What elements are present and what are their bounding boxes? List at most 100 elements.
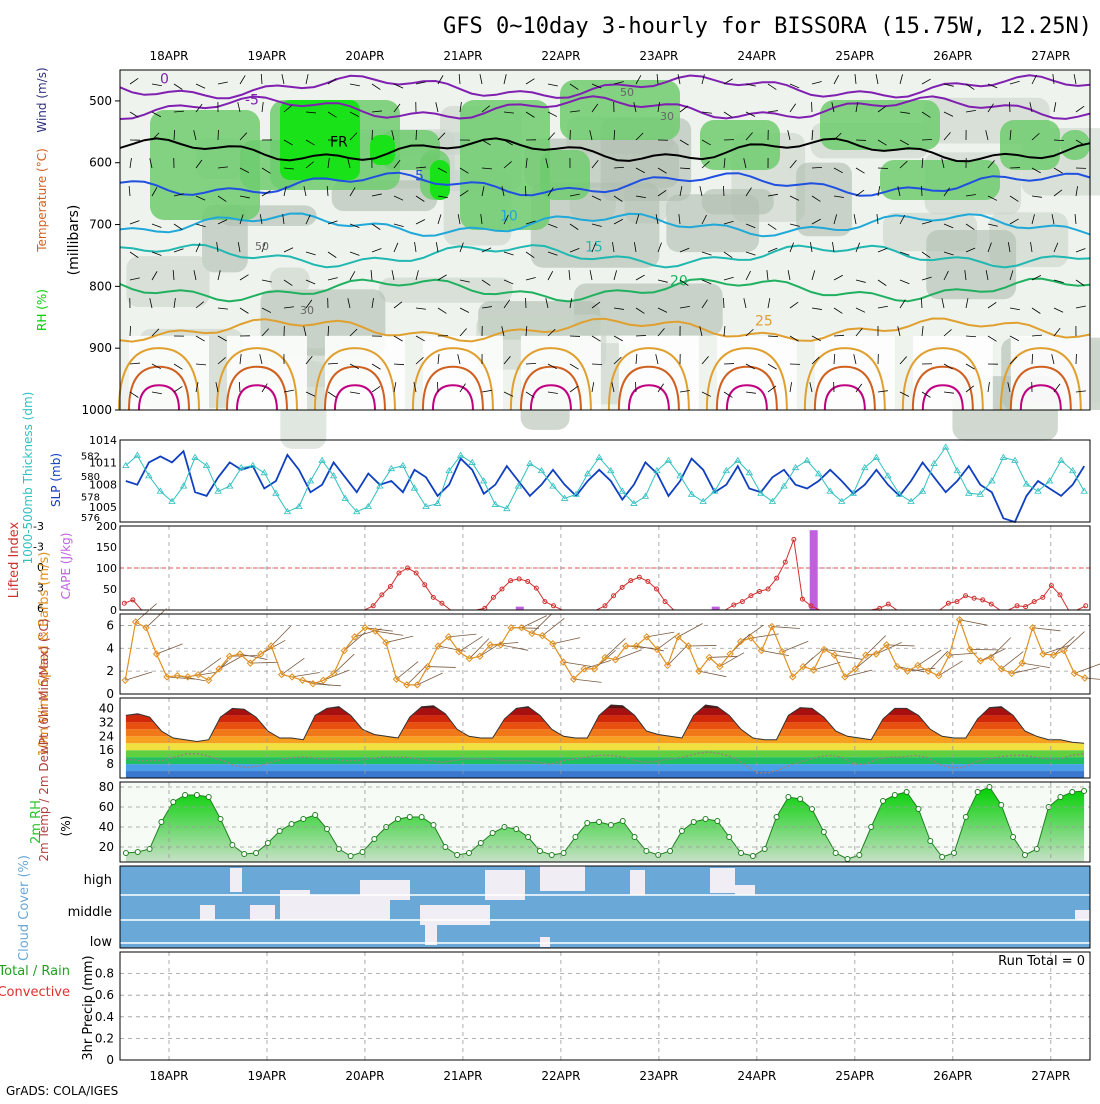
rh-point	[963, 815, 968, 820]
cape-tick-label: 150	[96, 541, 117, 554]
rh-point	[821, 830, 826, 835]
wind-barb	[592, 364, 602, 365]
rh-point	[561, 851, 566, 856]
footer-credit: GrADS: COLA/IGES	[6, 1084, 118, 1098]
rh-point	[632, 835, 637, 840]
temp-tick-label: 16	[99, 743, 114, 757]
isotherm-label: FR	[330, 134, 348, 150]
precip-tick-label: 0.2	[95, 1031, 114, 1045]
rh-point	[880, 799, 885, 804]
x-tick-label-top: 19APR	[247, 49, 286, 63]
rh-point	[159, 820, 164, 825]
rh-point	[715, 819, 720, 824]
rh-point	[313, 813, 318, 818]
rh-point	[1022, 853, 1027, 858]
wind-tick-label: 0	[106, 687, 114, 701]
cloud-row-label: middle	[68, 905, 112, 920]
thickness-tick-label: 578	[81, 492, 100, 503]
rh-point	[242, 852, 247, 857]
rh-point	[1058, 795, 1063, 800]
precip-tick-label: 0.6	[95, 988, 114, 1002]
rh-point	[668, 849, 673, 854]
rh-point	[455, 853, 460, 858]
legend-temperature: Temperature (°C)	[35, 148, 49, 253]
x-tick-label-bottom: 18APR	[149, 1069, 188, 1083]
rh-contour-label: 30	[660, 110, 674, 123]
isotherm-label: 0	[160, 71, 169, 87]
rh-point	[892, 793, 897, 798]
rh-tick-label: 20	[99, 840, 114, 854]
rh-band	[796, 163, 852, 237]
rh-point	[277, 829, 282, 834]
rh-band	[270, 268, 310, 294]
temp-tick-label: 32	[99, 715, 114, 729]
x-tick-label-top: 24APR	[737, 49, 776, 63]
rh-point	[526, 835, 531, 840]
temp-band	[120, 736, 1090, 743]
rh-point	[928, 839, 933, 844]
wind-barb	[636, 335, 646, 336]
rh-point	[194, 793, 199, 798]
wind-tick-label: 2	[106, 664, 114, 678]
rh-point	[206, 795, 211, 800]
rh-point	[774, 815, 779, 820]
rh-saturated-region	[280, 100, 360, 180]
rh-point	[620, 819, 625, 824]
rh-point	[703, 817, 708, 822]
x-tick-label-bottom: 23APR	[639, 1069, 678, 1083]
ytick-label: 700	[89, 218, 112, 232]
precip-tick-label: 0.4	[95, 1010, 114, 1024]
rh-point	[265, 841, 270, 846]
rh-point	[466, 851, 471, 856]
rh-point	[1070, 790, 1075, 795]
li-tick-label: -3	[33, 541, 44, 554]
temp-tick-label: 24	[99, 729, 114, 743]
rh-tick-label: 80	[99, 780, 114, 794]
rh-point	[490, 831, 495, 836]
rh-unit-label: (%)	[59, 816, 73, 837]
rh-point	[183, 793, 188, 798]
rh-point	[798, 797, 803, 802]
rh-point	[218, 817, 223, 822]
rh-point	[289, 822, 294, 827]
rh-point	[951, 851, 956, 856]
cape-tick-label: 200	[96, 520, 117, 533]
x-tick-label-bottom: 27APR	[1031, 1069, 1070, 1083]
rh-contour-label: 30	[300, 304, 314, 317]
rh-point	[407, 815, 412, 820]
cloud-block	[200, 905, 215, 920]
legend-wind: Wind (m/s)	[35, 67, 49, 132]
x-tick-label-top: 21APR	[443, 49, 482, 63]
wind-barb	[922, 139, 932, 140]
temp-band	[120, 757, 1090, 764]
cloud-block	[250, 905, 275, 920]
run-total: Run Total = 0	[998, 954, 1085, 969]
thickness-tick-label: 582	[81, 451, 100, 462]
cloud-block	[735, 885, 755, 895]
rh-point	[360, 850, 365, 855]
cloud-row-label: high	[84, 873, 112, 888]
x-tick-label-bottom: 24APR	[737, 1069, 776, 1083]
rh-point	[786, 795, 791, 800]
isotherm-label: 20	[670, 273, 688, 289]
rh-point	[171, 800, 176, 805]
rh-point	[739, 851, 744, 856]
thickness-tick-label: 580	[81, 472, 100, 483]
wind-tick-label: 6	[106, 618, 114, 632]
rh-point	[123, 851, 128, 856]
slp-axis-label: SLP (mb)	[49, 453, 63, 507]
ytick-label: 1000	[81, 403, 112, 417]
isotherm-label: 25	[755, 314, 773, 330]
wind-barb	[723, 298, 724, 308]
x-tick-label-bottom: 25APR	[835, 1069, 874, 1083]
x-tick-label-top: 25APR	[835, 49, 874, 63]
legend-rh: RH (%)	[35, 289, 49, 331]
thickness-axis-label: 1000-500mb Thickness (dm)	[21, 392, 35, 565]
rh-point	[478, 841, 483, 846]
rh-point	[537, 849, 542, 854]
cloud-row-label: low	[90, 935, 113, 950]
rh-point	[395, 817, 400, 822]
rh-saturated-region	[430, 160, 450, 200]
ytick-label: 900	[89, 341, 112, 355]
